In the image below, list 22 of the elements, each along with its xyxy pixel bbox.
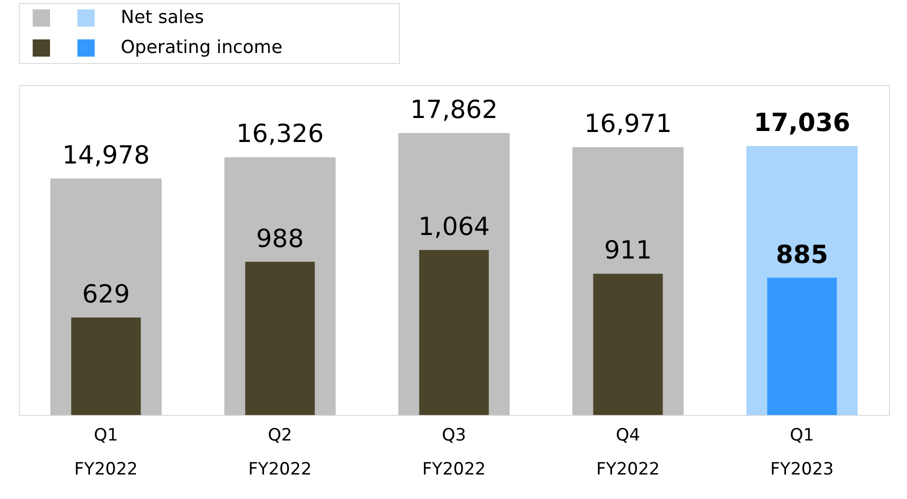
data-label: 988 bbox=[256, 224, 304, 253]
data-label: 16,971 bbox=[584, 109, 672, 138]
data-label: 911 bbox=[604, 236, 652, 265]
bar bbox=[767, 278, 837, 415]
data-label: 16,326 bbox=[236, 119, 324, 148]
x-tick-label: Q2 FY2022 bbox=[248, 426, 312, 480]
x-tick-label: Q1 FY2023 bbox=[770, 426, 834, 480]
bar bbox=[419, 250, 489, 415]
x-tick-label: Q3 FY2022 bbox=[422, 426, 486, 480]
x-tick-label: Q4 FY2022 bbox=[596, 426, 660, 480]
data-label: 17,036 bbox=[754, 108, 850, 138]
data-label: 17,862 bbox=[410, 95, 498, 124]
bar bbox=[593, 274, 663, 415]
bar bbox=[245, 262, 315, 415]
bar bbox=[71, 317, 141, 415]
data-label: 1,064 bbox=[418, 212, 490, 241]
legend-label: Operating income bbox=[120, 37, 282, 58]
data-label: 629 bbox=[82, 279, 130, 308]
legend-label: Net sales bbox=[120, 7, 204, 28]
x-tick-label: Q1 FY2022 bbox=[74, 426, 138, 480]
data-label: 885 bbox=[776, 240, 828, 269]
data-label: 14,978 bbox=[62, 140, 150, 170]
